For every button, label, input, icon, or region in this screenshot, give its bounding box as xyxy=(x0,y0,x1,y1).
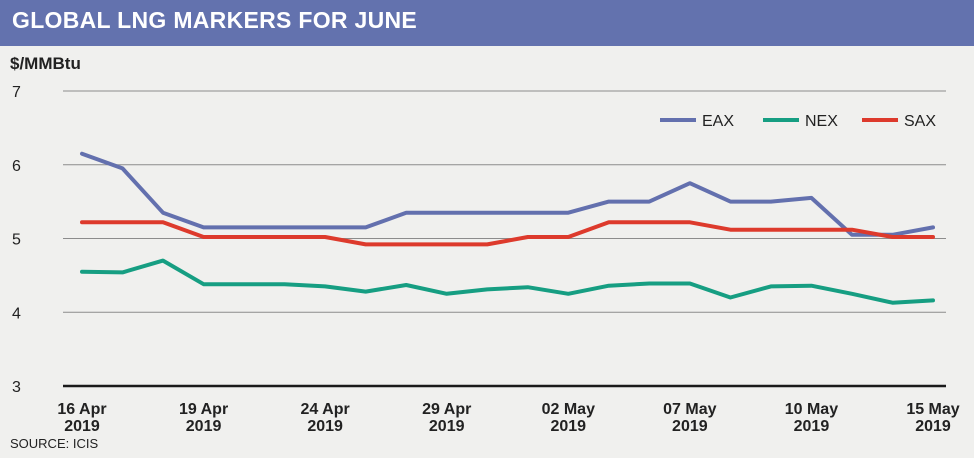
legend-label-nex: NEX xyxy=(805,113,838,130)
series-lines xyxy=(80,151,935,305)
series-line-sax xyxy=(80,220,935,247)
x-tick-year: 2019 xyxy=(672,418,708,435)
grid-lines xyxy=(63,90,946,388)
legend-label-eax: EAX xyxy=(702,113,734,130)
x-tick-label: 19 Apr xyxy=(179,401,228,418)
legend-label-sax: SAX xyxy=(904,113,936,130)
x-tick-label: 29 Apr xyxy=(422,401,471,418)
x-tick-year: 2019 xyxy=(915,418,951,435)
y-tick-labels: 3 4 5 6 7 xyxy=(12,84,21,396)
y-axis-label: $/MMBtu xyxy=(10,54,81,73)
y-tick-label: 6 xyxy=(12,158,21,175)
series-line-nex xyxy=(80,258,935,305)
y-tick-label: 3 xyxy=(12,379,21,396)
y-tick-label: 4 xyxy=(12,305,21,322)
source-note: SOURCE: ICIS xyxy=(10,436,99,451)
x-tick-year: 2019 xyxy=(794,418,830,435)
series-line-eax xyxy=(80,151,935,237)
x-tick-year: 2019 xyxy=(186,418,222,435)
chart-title: GLOBAL LNG MARKERS FOR JUNE xyxy=(12,7,418,33)
y-tick-label: 5 xyxy=(12,232,21,249)
legend: EAX NEX SAX xyxy=(660,113,936,130)
x-tick-year: 2019 xyxy=(64,418,100,435)
x-tick-year: 2019 xyxy=(429,418,465,435)
x-tick-year: 2019 xyxy=(550,418,586,435)
title-bar: GLOBAL LNG MARKERS FOR JUNE xyxy=(0,0,974,46)
x-tick-label: 16 Apr xyxy=(57,401,106,418)
y-tick-label: 7 xyxy=(12,84,21,101)
x-tick-label: 15 May xyxy=(906,401,959,418)
x-tick-year: 2019 xyxy=(307,418,343,435)
x-tick-label: 02 May xyxy=(542,401,595,418)
x-tick-label: 24 Apr xyxy=(301,401,350,418)
x-tick-label: 07 May xyxy=(663,401,716,418)
x-tick-label: 10 May xyxy=(785,401,838,418)
